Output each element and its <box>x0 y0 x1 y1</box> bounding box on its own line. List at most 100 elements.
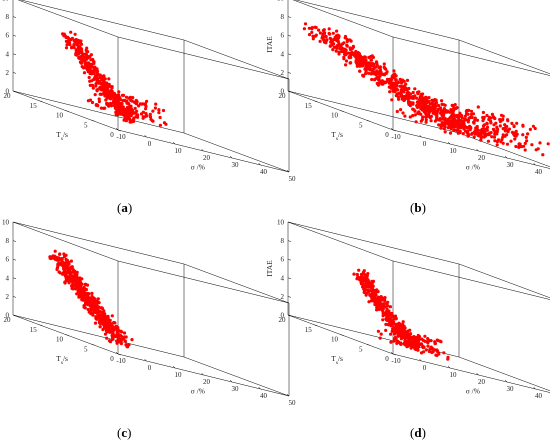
z-tick-label: 6 <box>281 32 285 40</box>
scatter-point <box>76 38 81 43</box>
scatter-point <box>370 279 374 283</box>
scatter-point <box>88 98 93 102</box>
scatter-point <box>384 328 388 332</box>
scatter-point <box>411 102 415 106</box>
scatter-point <box>424 112 428 116</box>
x-tick-label: 20 <box>478 378 486 386</box>
scatter-point <box>394 74 398 78</box>
z-tick-mark <box>12 221 17 224</box>
scatter-point <box>70 284 74 288</box>
scatter-point <box>148 115 153 119</box>
scatter-point <box>91 86 95 90</box>
scatter-point <box>58 262 62 266</box>
y-axis-label: Ts/s <box>331 354 343 366</box>
x-tick-mark <box>258 162 261 166</box>
scatter-point <box>371 299 375 303</box>
scatter-point <box>122 118 126 122</box>
scatter-point <box>381 72 385 77</box>
scatter-point <box>434 353 438 357</box>
scatter-point <box>383 66 387 70</box>
scatter-point <box>463 114 467 118</box>
caption-d: (d) <box>410 425 426 440</box>
scatter-point <box>82 304 86 308</box>
caption-c: (c) <box>117 425 132 440</box>
y-tick-label: 5 <box>84 121 88 129</box>
scatter-point <box>506 118 510 122</box>
scatter-point <box>125 113 130 117</box>
scatter-point <box>388 305 392 309</box>
scatter-point <box>63 280 67 284</box>
z-tick-label: 6 <box>6 32 10 40</box>
y-tick-mark <box>366 120 370 122</box>
scatter-point <box>97 301 101 305</box>
x-axis-label: σ /% <box>466 387 480 396</box>
scatter-point <box>375 63 379 67</box>
scatter-point <box>361 73 365 77</box>
scatter-point <box>84 287 88 292</box>
scatter-point <box>394 322 398 326</box>
box-top-right-edge <box>183 263 290 304</box>
scatter-point <box>362 269 366 273</box>
y-tick-label: 0 <box>385 131 389 139</box>
scatter-point <box>538 141 542 145</box>
scatter-point <box>345 43 349 47</box>
scatter-point <box>476 128 480 132</box>
y-tick-mark <box>65 334 69 336</box>
scatter-point <box>415 96 419 100</box>
scatter-point <box>89 312 93 316</box>
scatter-point <box>434 98 438 102</box>
scatter-point <box>109 101 113 105</box>
scatter-point <box>119 105 123 109</box>
scatter-point <box>407 102 411 107</box>
scatter-point <box>369 72 373 76</box>
scatter-point <box>66 266 70 270</box>
scatter-point <box>405 95 409 99</box>
scatter-point <box>70 270 75 274</box>
z-tick-label: 10 <box>2 0 10 3</box>
scatter-point <box>450 103 454 107</box>
z-tick-mark <box>287 277 292 280</box>
scatter-point <box>405 340 409 344</box>
scatter-point <box>110 326 114 330</box>
scatter-point <box>368 64 372 68</box>
scatter-point <box>158 115 162 120</box>
scatter-point <box>58 252 62 256</box>
x-tick-label: 30 <box>232 161 240 169</box>
scatter-point <box>546 142 550 146</box>
z-tick-mark <box>12 277 17 280</box>
y-tick-label: 20 <box>4 92 12 100</box>
y-tick-label: 0 <box>110 131 114 139</box>
scatter-point <box>392 337 397 341</box>
y-axis-label: Ts/s <box>331 130 343 142</box>
scatter-point <box>136 113 140 117</box>
scatter-point <box>129 104 133 108</box>
scatter-point <box>362 272 366 276</box>
scatter-point <box>340 46 344 50</box>
scatter-point <box>402 324 406 328</box>
scatter-point <box>89 58 93 62</box>
scatter-point <box>103 332 108 336</box>
scatter-point <box>317 28 321 32</box>
box-top-left-edge <box>287 221 394 262</box>
scatter-point <box>105 324 109 328</box>
scatter-point <box>107 77 111 81</box>
x-tick-label: 20 <box>478 154 486 162</box>
scatter-point <box>149 117 153 121</box>
scatter-point <box>97 99 101 104</box>
scatter-point <box>424 348 428 352</box>
scatter-point <box>64 258 68 262</box>
box-top-left-edge <box>12 221 119 262</box>
scatter-point <box>425 101 429 105</box>
scatter-point <box>61 264 65 268</box>
scatter-point <box>404 82 408 86</box>
scatter-point <box>341 49 346 53</box>
box-top-front-edge <box>117 260 290 304</box>
scatter-point <box>145 99 149 103</box>
scatter-point <box>110 86 114 90</box>
scatter-point <box>483 132 487 136</box>
scatter-point <box>386 78 390 83</box>
y-tick-label: 20 <box>279 316 287 324</box>
z-tick-label: 10 <box>277 219 285 227</box>
z-tick-label: 2 <box>281 69 285 77</box>
